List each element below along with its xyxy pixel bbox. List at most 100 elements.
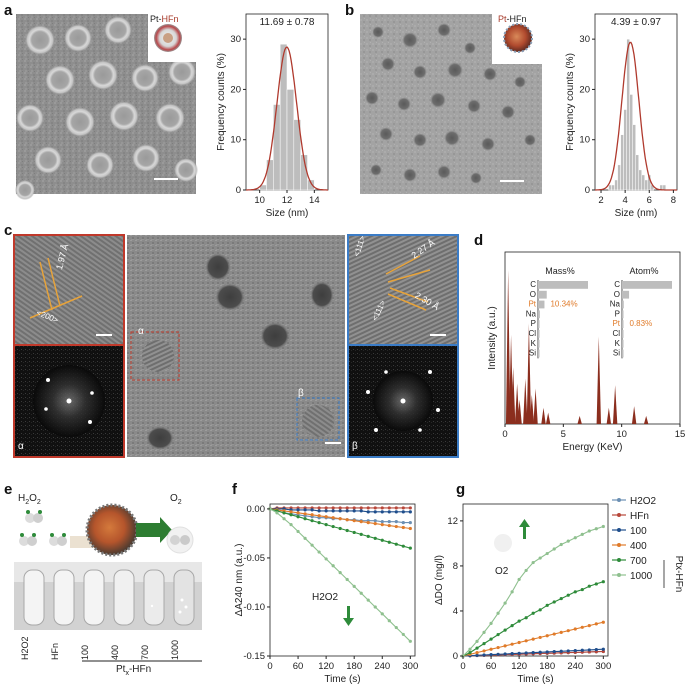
b-hist-bar	[620, 134, 624, 191]
b-hist-ytick-label: 30	[579, 34, 590, 45]
f-abs-xtick-label: 120	[318, 661, 334, 672]
f-abs-point	[296, 511, 300, 515]
g-do-point	[545, 551, 549, 556]
f-abs-point	[408, 546, 412, 550]
f-abs-point	[408, 510, 412, 514]
d-inset-title: Mass%	[545, 266, 575, 276]
f-abs-point	[317, 521, 321, 525]
f-abs-point	[275, 511, 279, 515]
b-hist-ytick-label: 10	[579, 135, 590, 146]
g-do-xlabel: Time (s)	[517, 674, 553, 685]
beta-label-mid: β	[298, 388, 304, 399]
b-hist-bar	[638, 169, 642, 191]
b-hist-bar	[623, 109, 627, 191]
f-abs-point	[303, 536, 307, 540]
d-inset-bar	[538, 320, 540, 328]
g-do-point	[552, 650, 556, 654]
a-hist-ytick-label: 30	[230, 34, 241, 45]
d-eds-xlabel: Energy (KeV)	[562, 442, 622, 453]
model-label-b: Pt-HFn	[498, 14, 527, 24]
d-eds-peak	[577, 415, 582, 424]
a-hist-ytick-label: 20	[230, 84, 241, 95]
f-abs-point	[408, 526, 412, 531]
f-abs-ylabel: ΔA240 nm (a.u.)	[234, 544, 245, 617]
a-hist-xtick-label: 10	[254, 195, 265, 206]
a-hist-bar	[273, 104, 281, 191]
g-do-point	[531, 637, 535, 641]
g-do-frame	[462, 503, 609, 657]
f-abs-point	[303, 512, 307, 516]
d-inset-cat-label: O	[530, 290, 536, 299]
b-hist-ytick-label: 20	[579, 84, 590, 95]
f-abs-point	[380, 612, 384, 616]
d-eds-peak	[631, 406, 637, 424]
b-hist-ylabel: Frequency counts (%)	[565, 53, 576, 151]
f-abs-point	[345, 577, 349, 582]
f-abs-point	[373, 522, 377, 526]
g-do-point	[531, 611, 535, 615]
f-abs-point	[394, 524, 398, 529]
f-abs-point	[359, 520, 363, 524]
g-do-point	[496, 645, 500, 650]
f-abs-point	[324, 522, 328, 527]
g-do-point	[538, 608, 542, 612]
f-abs-point	[352, 584, 356, 588]
d-inset-bar	[622, 339, 624, 348]
f-abs-point	[324, 515, 328, 519]
g-o2-icon	[494, 534, 512, 552]
f-abs-point	[317, 509, 321, 513]
f-abs-point	[296, 529, 300, 534]
d-inset-bar	[538, 349, 540, 358]
d-eds-xtick-label: 15	[675, 429, 685, 440]
d-inset-bar	[622, 310, 624, 319]
g-do-point	[566, 629, 570, 633]
f-abs-point	[324, 509, 328, 513]
g-do-point	[580, 587, 584, 592]
g-do-point	[594, 527, 598, 531]
b-hist-ytick-label: 0	[585, 185, 590, 196]
legend-label: 1000	[630, 571, 653, 582]
f-abs-point	[324, 506, 328, 510]
f-abs-ytick-label: -0.10	[243, 602, 265, 613]
g-do-point	[496, 633, 500, 637]
g-do-point	[475, 646, 479, 650]
f-abs-point	[408, 639, 412, 643]
f-abs-point	[289, 522, 293, 527]
a-hist-ytick-label: 10	[230, 135, 241, 146]
g-do-point	[559, 542, 563, 547]
g-do-point	[496, 611, 500, 615]
legend-label: 100	[630, 526, 647, 537]
g-do-point	[573, 590, 577, 594]
b-hist-bar	[629, 94, 633, 191]
g-do-line-1000	[462, 525, 604, 657]
f-abs-xtick-label: 300	[402, 661, 418, 672]
f-abs-point	[310, 508, 314, 512]
b-hist-bar	[641, 174, 645, 191]
panel-letter-e: e	[4, 481, 13, 498]
g-do-point	[601, 580, 605, 584]
f-abs-point	[366, 510, 370, 514]
g-do-point	[482, 642, 486, 646]
b-hist-bar	[608, 184, 612, 191]
d-inset-cat-label: K	[531, 339, 537, 348]
f-abs-point	[331, 516, 335, 520]
g-do-point	[587, 529, 591, 533]
g-do-point	[524, 568, 528, 573]
d-inset-pt-value: 10.34%	[550, 300, 577, 309]
panel-letter-d: d	[474, 232, 484, 249]
d-inset-bar	[538, 300, 545, 309]
f-abs-point	[401, 521, 405, 525]
g-do-point	[496, 652, 500, 656]
f-abs-point	[394, 520, 398, 524]
f-abs-point	[345, 509, 349, 513]
g-do-point	[580, 532, 584, 537]
g-do-point	[510, 590, 514, 594]
g-do-point	[601, 647, 605, 651]
legend-label: 700	[630, 556, 647, 567]
d-eds-peak	[510, 367, 516, 424]
b-hist-bar	[614, 179, 618, 191]
g-do-point	[594, 582, 598, 586]
f-abs-point	[352, 506, 356, 510]
f-abs-point	[310, 543, 314, 547]
g-do-point	[517, 651, 521, 655]
